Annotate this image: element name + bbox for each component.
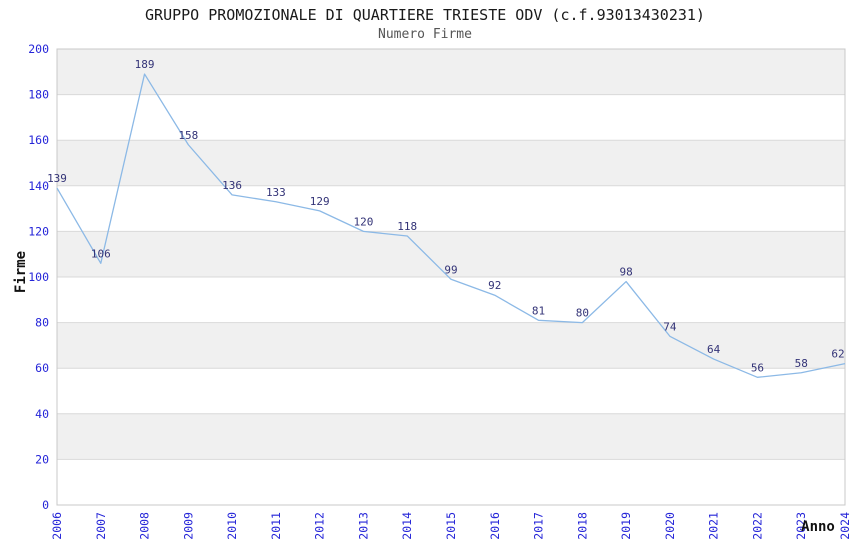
data-point-label: 120 [354,215,374,228]
data-point-label: 129 [310,195,330,208]
x-tick-label: 2007 [94,512,108,540]
x-tick-label: 2019 [619,512,633,540]
x-tick-label: 2023 [794,512,808,540]
data-point-label: 64 [707,343,721,356]
data-point-label: 80 [576,307,589,320]
x-tick-label: 2014 [400,512,414,540]
grid-band [57,140,845,186]
data-point-label: 133 [266,186,286,199]
y-tick-label: 120 [28,224,49,238]
x-tick-label: 2010 [225,512,239,540]
data-point-label: 62 [831,348,844,361]
y-tick-label: 60 [35,361,49,375]
data-point-label: 56 [751,361,764,374]
x-tick-label: 2009 [181,512,195,540]
x-tick-label: 2017 [532,512,546,540]
data-point-label: 189 [135,58,155,71]
data-point-label: 139 [47,172,67,185]
y-tick-label: 100 [28,270,49,284]
series-line [56,73,846,378]
x-tick-label: 2013 [356,512,370,540]
y-tick-label: 200 [28,42,49,56]
x-tick-label: 2024 [838,512,850,540]
y-tick-label: 20 [35,452,49,466]
chart-subtitle: Numero Firme [378,27,472,42]
y-tick-label: 80 [35,316,49,330]
plot-border [56,48,846,506]
data-point-label: 98 [619,266,632,279]
data-point-label: 136 [222,179,242,192]
data-point-label: 99 [444,263,457,276]
y-tick-label: 160 [28,133,49,147]
x-tick-label: 2021 [707,512,721,540]
x-tick-label: 2015 [444,512,458,540]
x-axis-title: Anno [801,519,835,535]
y-tick-label: 180 [28,88,49,102]
x-tick-label: 2020 [663,512,677,540]
x-tick-label: 2011 [269,512,283,540]
data-point-label: 58 [795,357,808,370]
grid-band [57,413,845,460]
x-tick-label: 2016 [488,512,502,540]
x-tick-label: 2012 [313,512,327,540]
y-tick-label: 40 [35,407,49,421]
y-axis-title: Firme [13,250,29,294]
x-tick-label: 2022 [750,512,764,540]
x-tick-label: 2008 [138,512,152,540]
x-tick-label: 2018 [575,512,589,540]
grid-band [57,49,845,95]
y-tick-label: 0 [42,498,49,512]
chart-title: GRUPPO PROMOZIONALE DI QUARTIERE TRIESTE… [145,6,705,24]
data-point-label: 92 [488,279,501,292]
y-tick-label: 140 [28,179,49,193]
data-point-label: 106 [91,247,111,260]
grid-band [57,322,845,369]
grid-band [57,231,845,277]
data-point-label: 81 [532,304,545,317]
data-point-label: 158 [178,129,198,142]
data-point-label: 118 [397,220,417,233]
x-tick-label: 2006 [50,512,64,540]
data-point-label: 74 [663,320,677,333]
